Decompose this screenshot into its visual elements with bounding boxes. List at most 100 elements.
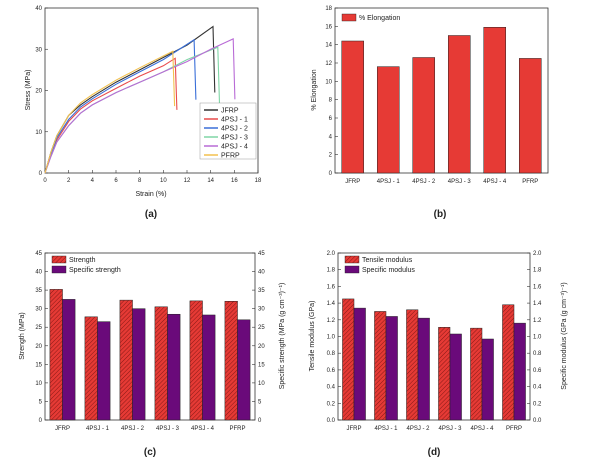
chart-d-y2tick-label: 1.0 — [533, 335, 542, 341]
chart-d-ytick-label: 0.8 — [327, 351, 336, 357]
chart-d-legend-label: Tensile modulus — [362, 257, 413, 264]
chart-c-strength: 0 0 5 5 10 10 15 15 20 20 25 25 30 30 35 35 40 40 45 45 JFRP… — [19, 251, 286, 458]
chart-d-bar — [342, 298, 355, 421]
chart-d-y2tick-label: 1.8 — [533, 268, 542, 274]
chart-c-ytick-label: 20 — [35, 344, 42, 350]
chart-c-ylabel: Strength (MPa) — [19, 312, 26, 359]
chart-d-bar — [353, 307, 366, 421]
chart-b-ytick-label: 4 — [329, 134, 333, 140]
chart-d-xtick-label: 4PSJ - 3 — [438, 426, 462, 432]
chart-b-ytick-label: 16 — [325, 24, 332, 30]
chart-a-xtick-label: 0 — [43, 178, 47, 184]
chart-a-legend-label: 4PSJ - 4 — [221, 144, 248, 151]
chart-a-legend-label: 4PSJ - 3 — [221, 135, 248, 142]
chart-d-y2tick-label: 1.4 — [533, 301, 542, 307]
chart-d-y2tick-label: 1.2 — [533, 318, 542, 324]
chart-b-ytick-label: 18 — [325, 6, 332, 12]
chart-b-ytick-label: 2 — [329, 153, 333, 159]
chart-c-y2tick-label: 10 — [258, 381, 265, 387]
chart-c-legend-label: Strength — [69, 257, 96, 264]
chart-d-legend-swatch — [344, 255, 360, 264]
chart-a-stress-strain: 0 2 4 6 8 10 12 14 16 18 0 10 20 30 40 Stress (MPa) St… — [25, 6, 262, 220]
chart-b-bar — [376, 66, 400, 174]
chart-a-legend-label: PFRP — [221, 153, 240, 160]
chart-d-bar — [438, 327, 451, 421]
chart-b-ytick-label: 6 — [329, 116, 333, 122]
chart-c-y2tick-label: 45 — [258, 251, 265, 257]
chart-c-xtick-label: PFRP — [229, 426, 245, 432]
chart-d-bar — [481, 338, 494, 421]
chart-a-xtick-label: 8 — [138, 178, 142, 184]
chart-b-legend-swatch — [341, 13, 357, 22]
panel-label-a: (a) — [145, 209, 157, 220]
chart-b-xtick-label: 4PSJ - 1 — [377, 179, 401, 185]
chart-a-xtick-label: 16 — [231, 178, 238, 184]
chart-d-bar — [374, 311, 387, 421]
chart-a-legend-label: 4PSJ - 1 — [221, 117, 248, 124]
panel-label-c: (c) — [144, 447, 156, 458]
chart-c-ytick-label: 15 — [35, 362, 42, 368]
chart-b-ytick-label: 0 — [329, 171, 333, 177]
chart-a-legend-box — [199, 102, 257, 160]
chart-d-ytick-label: 1.2 — [327, 318, 336, 324]
chart-b-elongation: 0 2 4 6 8 10 12 14 16 18 JFRP 4PSJ - 1 4PSJ - 2 4PSJ … — [311, 6, 549, 220]
chart-b-ytick-label: 12 — [325, 61, 332, 67]
chart-c-bar — [84, 316, 98, 421]
chart-a-series-line — [44, 38, 197, 174]
chart-a-series-line — [44, 25, 216, 174]
chart-c-y2label: Specific strength (MPa (g cm⁻³)⁻¹) — [279, 283, 286, 390]
chart-c-y2tick-label: 30 — [258, 307, 265, 313]
chart-d-ytick-label: 2.0 — [327, 251, 336, 257]
chart-b-bar — [483, 27, 507, 174]
chart-c-bar — [167, 313, 181, 421]
chart-a-series-line — [44, 46, 221, 174]
chart-a-ytick-label: 0 — [39, 171, 43, 177]
chart-b-xtick-label: PFRP — [522, 179, 538, 185]
chart-a-ytick-label: 40 — [35, 6, 42, 12]
chart-b-ytick-label: 14 — [325, 43, 332, 49]
chart-c-bar — [237, 319, 251, 421]
chart-d-y2tick-label: 2.0 — [533, 251, 542, 257]
chart-b-bar — [518, 58, 542, 174]
chart-d-ytick-label: 0.2 — [327, 401, 336, 407]
chart-c-legend-swatch — [51, 255, 67, 264]
chart-c-y2tick-label: 0 — [258, 418, 262, 424]
chart-d-modulus: 0.0 0.0 0.2 0.2 0.4 0.4 0.6 0.6 0.8 0.8 1.0 1.0 1.2 1… — [309, 251, 568, 458]
chart-d-ytick-label: 0.6 — [327, 368, 336, 374]
chart-c-xtick-label: 4PSJ - 3 — [156, 426, 180, 432]
chart-d-ytick-label: 1.6 — [327, 284, 336, 290]
chart-b-xtick-label: 4PSJ - 2 — [412, 179, 436, 185]
chart-d-y2tick-label: 0.8 — [533, 351, 542, 357]
chart-d-ytick-label: 0.0 — [327, 418, 336, 424]
chart-b-xtick-label: 4PSJ - 4 — [483, 179, 507, 185]
chart-c-legend-label: Specific strength — [69, 267, 121, 274]
chart-c-bar — [49, 289, 63, 421]
chart-b-ytick-label: 10 — [325, 79, 332, 85]
chart-b-bar — [412, 57, 436, 174]
chart-d-y2tick-label: 1.6 — [533, 284, 542, 290]
chart-c-ytick-label: 0 — [39, 418, 43, 424]
chart-d-frame — [337, 252, 531, 421]
chart-c-ytick-label: 40 — [35, 270, 42, 276]
chart-b-xtick-label: 4PSJ - 3 — [448, 179, 472, 185]
chart-b-frame — [334, 7, 549, 174]
chart-c-bar — [189, 300, 203, 421]
chart-d-xtick-label: JFRP — [347, 426, 362, 432]
chart-c-y2tick-label: 40 — [258, 270, 265, 276]
chart-d-ylabel: Tensile modulus (GPa) — [309, 301, 316, 372]
chart-c-y2tick-label: 25 — [258, 325, 265, 331]
chart-b-bar — [447, 35, 471, 174]
chart-a-xtick-label: 14 — [207, 178, 214, 184]
chart-d-bar — [406, 309, 419, 421]
chart-d-bar — [385, 316, 398, 421]
chart-a-xtick-label: 10 — [160, 178, 167, 184]
panel-label-d: (d) — [428, 447, 441, 458]
panel-label-b: (b) — [434, 209, 447, 220]
chart-a-xtick-label: 2 — [67, 178, 71, 184]
chart-c-xtick-label: 4PSJ - 1 — [86, 426, 110, 432]
chart-c-xtick-label: 4PSJ - 2 — [121, 426, 145, 432]
chart-b-legend-label: % Elongation — [359, 15, 400, 22]
chart-c-ytick-label: 25 — [35, 325, 42, 331]
chart-d-xtick-label: 4PSJ - 2 — [406, 426, 430, 432]
